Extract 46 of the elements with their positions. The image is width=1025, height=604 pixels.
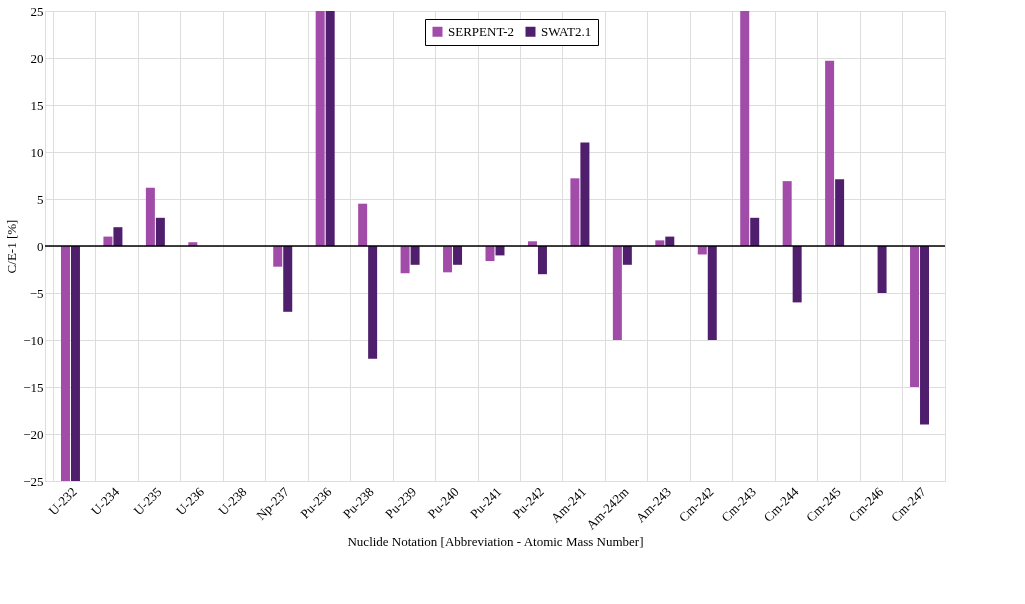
bar bbox=[707, 246, 717, 340]
bar bbox=[835, 179, 845, 246]
bar bbox=[453, 246, 463, 265]
bar bbox=[485, 246, 495, 262]
legend-label: SWAT2.1 bbox=[541, 23, 592, 39]
bar bbox=[782, 181, 792, 246]
bar bbox=[443, 246, 453, 273]
bar bbox=[580, 142, 590, 246]
bar bbox=[113, 227, 123, 246]
bar bbox=[315, 11, 325, 246]
bar bbox=[622, 246, 632, 265]
y-tick-label: 10 bbox=[30, 144, 44, 160]
legend-label: SERPENT-2 bbox=[448, 23, 514, 39]
bar bbox=[750, 217, 760, 246]
bar bbox=[825, 60, 835, 246]
y-tick-label: 5 bbox=[37, 191, 44, 207]
bar bbox=[920, 246, 930, 425]
bar bbox=[155, 217, 165, 246]
y-axis-title: C/E-1 [%] bbox=[4, 219, 20, 274]
y-tick-label: −25 bbox=[23, 473, 44, 489]
bar bbox=[368, 246, 378, 359]
bar bbox=[740, 11, 750, 246]
bar bbox=[283, 246, 293, 312]
bar bbox=[792, 246, 802, 303]
bar bbox=[410, 246, 420, 265]
bar bbox=[70, 246, 80, 481]
bar bbox=[325, 11, 335, 246]
y-tick-label: −20 bbox=[23, 426, 44, 442]
bar bbox=[910, 246, 920, 387]
bar bbox=[358, 203, 368, 246]
bar bbox=[612, 246, 622, 340]
y-tick-label: −10 bbox=[23, 332, 44, 348]
bar bbox=[60, 246, 70, 481]
bar bbox=[570, 178, 580, 246]
y-tick-label: −5 bbox=[29, 285, 44, 301]
y-tick-label: 25 bbox=[30, 3, 44, 19]
bar bbox=[537, 246, 547, 275]
x-axis-title: Nuclide Notation [Abbreviation - Atomic Mass Number] bbox=[347, 534, 644, 550]
y-tick-label: 20 bbox=[30, 50, 44, 66]
y-tick-label: 0 bbox=[37, 238, 44, 254]
bar bbox=[273, 246, 283, 267]
bar bbox=[877, 246, 887, 293]
y-tick-label: −15 bbox=[23, 379, 44, 395]
bar bbox=[145, 187, 155, 246]
bar bbox=[400, 246, 410, 274]
y-tick-label: 15 bbox=[30, 97, 44, 113]
